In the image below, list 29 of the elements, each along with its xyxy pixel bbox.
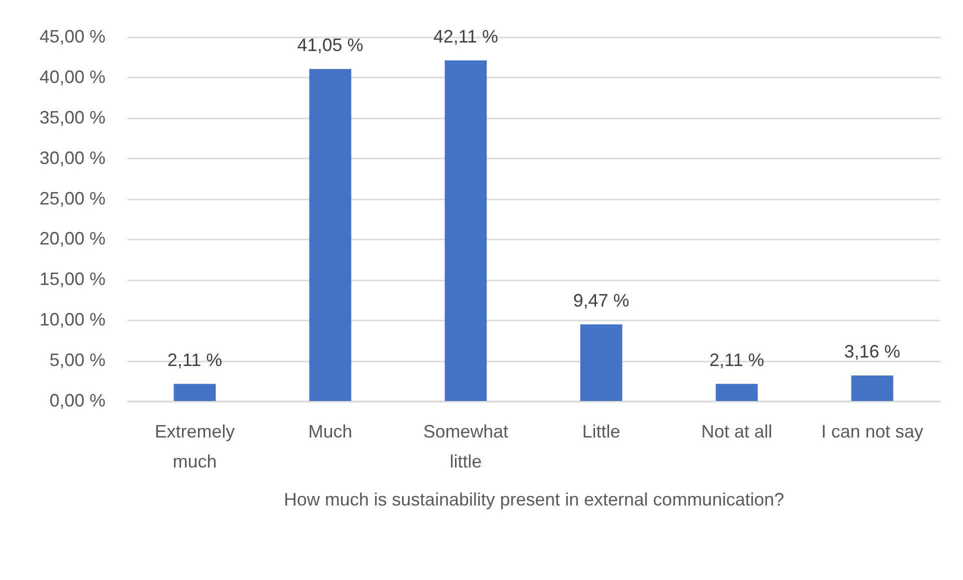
data-label: 42,11 %: [433, 26, 498, 46]
bar: [444, 60, 487, 401]
y-tick-label: 5,00 %: [49, 350, 106, 370]
y-tick-label: 45,00 %: [39, 26, 106, 46]
bar: [716, 384, 758, 401]
y-tick-label: 0,00 %: [49, 390, 106, 410]
bar: [309, 68, 352, 401]
y-tick-label: 20,00 %: [39, 228, 106, 249]
bar: [851, 375, 894, 401]
data-label: 2,11 %: [167, 350, 222, 370]
data-label: 41,05 %: [297, 34, 364, 55]
x-tick-label: Much: [308, 422, 352, 442]
y-tick-label: 30,00 %: [39, 148, 106, 168]
y-tick-label: 10,00 %: [39, 310, 106, 330]
bar: [580, 324, 622, 401]
x-axis-title: How much is sustainability present in external communication?: [284, 490, 784, 510]
x-tick-label: I can not say: [821, 422, 924, 442]
y-tick-label: 40,00 %: [39, 66, 106, 87]
x-tick-label: Somewhat little: [423, 422, 508, 472]
bar: [174, 384, 216, 401]
x-tick-label: Extremely much: [154, 422, 235, 472]
y-tick-label: 15,00 %: [39, 269, 106, 290]
data-label: 3,16 %: [844, 341, 900, 362]
data-label: 9,47 %: [573, 290, 630, 310]
y-tick-label: 25,00 %: [39, 188, 106, 208]
data-label: 2,11 %: [709, 350, 764, 370]
x-tick-label: Not at all: [701, 422, 772, 442]
x-tick-label: Little: [582, 422, 620, 442]
y-tick-label: 35,00 %: [39, 107, 106, 128]
